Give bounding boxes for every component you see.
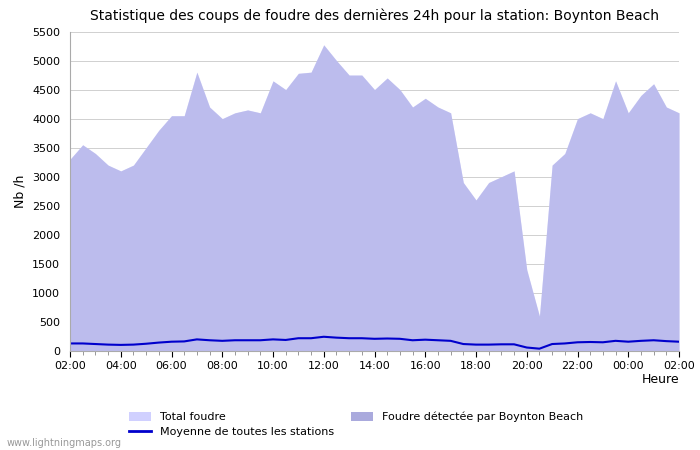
Y-axis label: Nb /h: Nb /h [13,175,27,208]
Text: www.lightningmaps.org: www.lightningmaps.org [7,438,122,448]
Text: Heure: Heure [641,374,679,387]
Legend: Total foudre, Moyenne de toutes les stations, Foudre détectée par Boynton Beach: Total foudre, Moyenne de toutes les stat… [125,407,587,441]
Title: Statistique des coups de foudre des dernières 24h pour la station: Boynton Beach: Statistique des coups de foudre des dern… [90,9,659,23]
